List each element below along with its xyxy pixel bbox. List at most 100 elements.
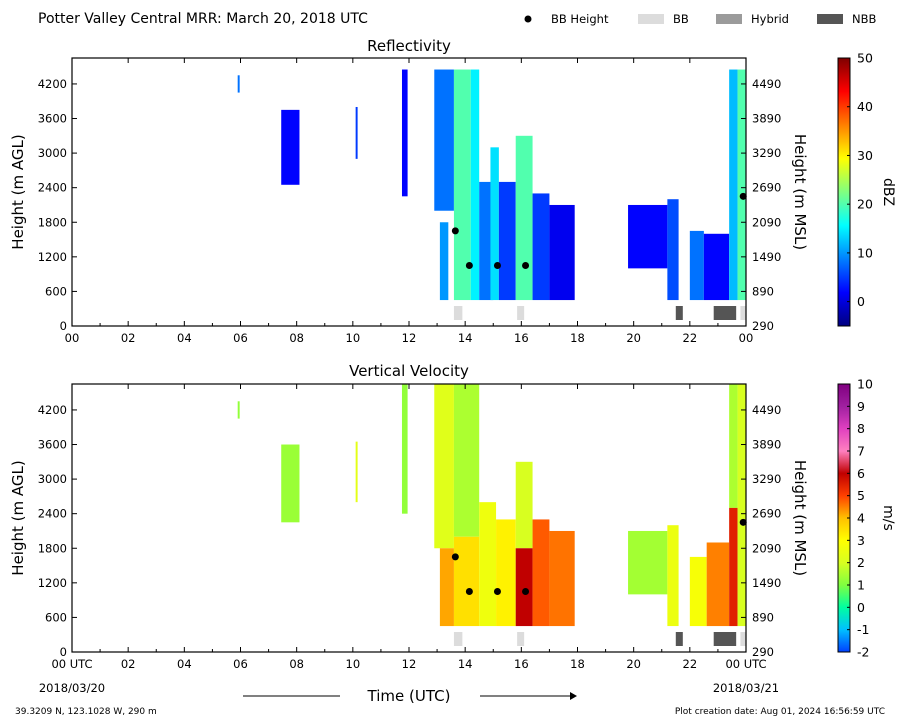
bb-height-point <box>522 261 530 269</box>
y-tick-label-right: 290 <box>752 319 774 333</box>
bb-height-point <box>739 518 747 526</box>
bb-type-bar <box>713 632 737 646</box>
echo-region <box>401 384 408 514</box>
colorbar-tick-label: 0 <box>857 294 865 309</box>
bb-type-bar <box>713 306 737 320</box>
echo-region <box>729 384 738 508</box>
y-tick-label: 1200 <box>38 576 67 590</box>
creation-date-text: Plot creation date: Aug 01, 2024 16:56:5… <box>675 707 885 717</box>
x-ticks: 00 02 04 06 08 10 12 14 16 18 20 22 00 <box>65 58 753 345</box>
y-tick-label-right: 4490 <box>752 77 781 91</box>
colorbar-tick-label: 5 <box>857 488 865 503</box>
x-tick-label: 14 <box>458 331 473 345</box>
y-tick-label-right: 890 <box>752 284 774 298</box>
panel-title: Vertical Velocity <box>349 362 469 380</box>
echo-region <box>237 75 240 93</box>
y-tick-label-right: 4490 <box>752 403 781 417</box>
bb-type-bars <box>453 306 746 320</box>
echo-region <box>515 548 533 627</box>
y-tick-label-right: 890 <box>752 610 774 624</box>
echo-region <box>706 542 730 627</box>
echo-region <box>628 204 668 269</box>
colorbar-tick-label: 10 <box>857 377 873 392</box>
y-tick-label-right: 290 <box>752 645 774 659</box>
echo-region <box>549 204 575 301</box>
echo-region <box>439 222 449 301</box>
colorbar-tick-label: 4 <box>857 511 865 526</box>
colorbar-tick-label: 7 <box>857 444 865 459</box>
y-ticks-left: 0 600 1200 1800 2400 3000 3600 4200 <box>38 77 77 333</box>
figure-title: Potter Valley Central MRR: March 20, 201… <box>38 11 368 27</box>
colorbar-tick-label: 30 <box>857 148 873 163</box>
echo-region <box>496 519 516 627</box>
echo-region <box>453 69 471 301</box>
plot-frame <box>71 57 747 327</box>
x-tick-label: 06 <box>233 657 248 671</box>
colorbar: 0 10 20 30 40 50 dBZ <box>837 51 896 327</box>
colorbar: -2 -1 0 1 2 3 4 5 6 7 8 9 10 m/s <box>837 377 896 660</box>
y-tick-label-right: 1490 <box>752 250 781 264</box>
legend-nbb-label: NBB <box>852 12 876 26</box>
x-tick-label: 10 <box>346 331 361 345</box>
y-tick-label-right: 2090 <box>752 215 781 229</box>
y-tick-label: 4200 <box>38 77 67 91</box>
x-tick-label: 02 <box>121 657 136 671</box>
bb-height-point <box>465 261 473 269</box>
y-tick-label-right: 1490 <box>752 576 781 590</box>
y-tick-label-right: 2690 <box>752 507 781 521</box>
echo-region <box>434 69 454 211</box>
colorbar-tick-label: 0 <box>857 600 865 615</box>
bb-type-bar <box>453 306 463 320</box>
echo-region <box>729 69 738 301</box>
y-tick-label: 3000 <box>38 472 67 486</box>
y-axis-label: Height (m AGL) <box>9 460 27 575</box>
plot-frame <box>71 383 747 653</box>
y-tick-label: 4200 <box>38 403 67 417</box>
x-tick-label: 08 <box>289 657 304 671</box>
x-tick-label: 12 <box>402 331 417 345</box>
bb-height-point <box>739 192 747 200</box>
time-arrow-head <box>570 692 577 700</box>
bb-height-point <box>465 587 473 595</box>
legend-bb-height-marker <box>524 15 532 23</box>
echo-regions <box>237 384 746 627</box>
x-tick-label: 22 <box>683 331 698 345</box>
bb-height-point <box>493 261 501 269</box>
header-legend: BB Height BB Hybrid NBB <box>524 12 876 26</box>
x-tick-label: 20 <box>626 657 641 671</box>
echo-region <box>498 181 516 301</box>
y-ticks-right: 290 890 1490 2090 2690 3290 3890 4490 <box>741 77 781 333</box>
x-ticks: 00 UTC 02 04 06 08 10 12 14 16 18 20 22 00 UTC <box>51 384 767 671</box>
legend-hybrid-label: Hybrid <box>751 12 789 26</box>
x-tick-label: 16 <box>514 331 529 345</box>
y-tick-label-right: 3890 <box>752 112 781 126</box>
y-tick-label: 600 <box>45 284 67 298</box>
colorbar-tick-label: 50 <box>857 51 873 66</box>
panel-title: Reflectivity <box>367 37 451 55</box>
echo-region <box>401 69 408 197</box>
y-tick-label: 3600 <box>38 438 67 452</box>
x-tick-label: 16 <box>514 657 529 671</box>
x-tick-label: 08 <box>289 331 304 345</box>
y-tick-label: 1200 <box>38 250 67 264</box>
x-tick-label: 20 <box>626 331 641 345</box>
x-tick-label: 12 <box>402 657 417 671</box>
x-axis-label: Time (UTC) <box>367 687 451 705</box>
echo-region <box>479 502 497 627</box>
colorbar-tick-label: 1 <box>857 578 865 593</box>
y-ticks-left: 0 600 1200 1800 2400 3000 3600 4200 <box>38 403 77 659</box>
y-tick-label-right: 3290 <box>752 146 781 160</box>
colorbar-tick-label: 3 <box>857 533 865 548</box>
colorbar-tick-label: -1 <box>857 622 869 637</box>
echo-region <box>703 233 730 301</box>
x-tick-label: 00 <box>65 331 80 345</box>
x-tick-label: 04 <box>177 331 192 345</box>
x-tick-label: 14 <box>458 657 473 671</box>
echo-region <box>532 519 550 627</box>
colorbar-tick-label: 40 <box>857 99 873 114</box>
bb-type-bar <box>517 632 525 646</box>
y-tick-label: 0 <box>60 319 67 333</box>
colorbar-tick-label: -2 <box>857 645 869 660</box>
x-tick-label: 00 UTC <box>51 657 92 671</box>
